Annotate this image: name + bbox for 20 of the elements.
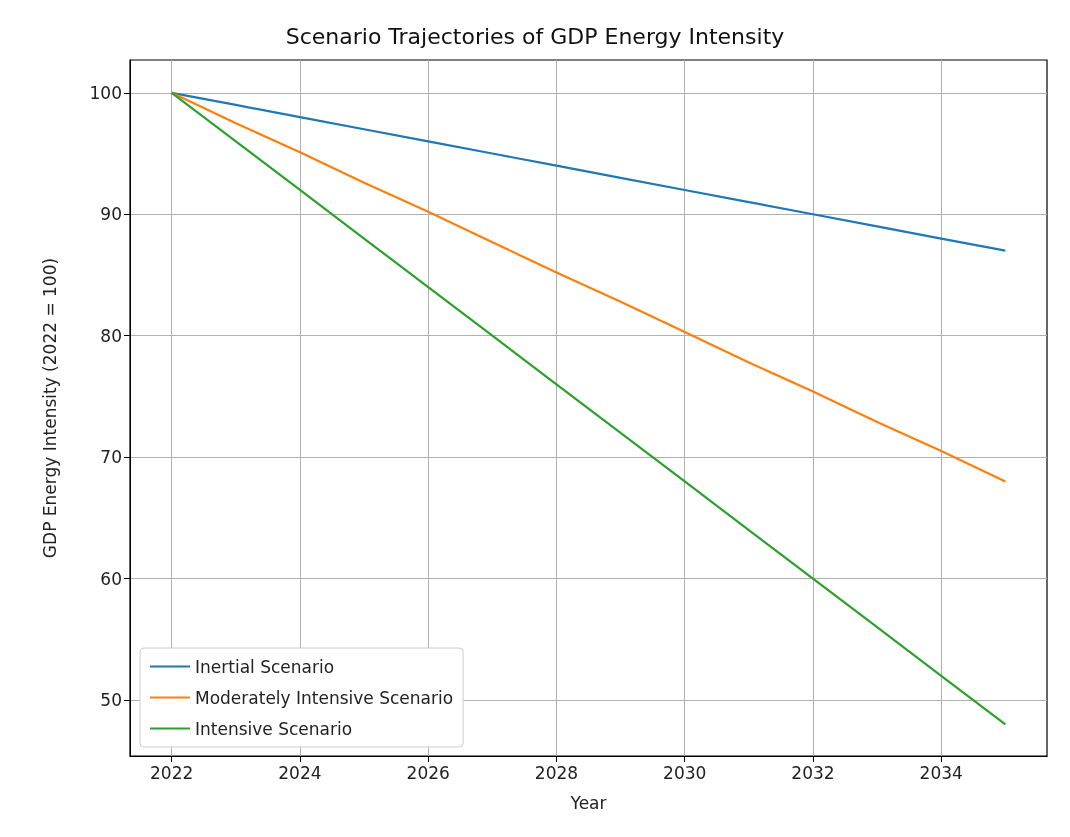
y-tick-label: 60 xyxy=(100,568,122,589)
x-tick-label: 2028 xyxy=(534,762,579,783)
y-tick-label: 50 xyxy=(100,690,122,711)
x-tick-label: 2034 xyxy=(919,762,963,783)
x-tick-label: 2024 xyxy=(278,762,322,783)
x-axis-title: Year xyxy=(569,792,607,813)
chart-title: Scenario Trajectories of GDP Energy Intensity xyxy=(285,23,785,49)
y-tick-label: 70 xyxy=(100,447,122,468)
x-tick-label: 2032 xyxy=(791,762,835,783)
line-series xyxy=(170,91,1007,483)
legend-label: Moderately Intensive Scenario xyxy=(195,687,454,708)
y-tick-label: 90 xyxy=(100,204,122,225)
x-tick-label: 2026 xyxy=(406,762,450,783)
x-tick-label: 2022 xyxy=(150,762,194,783)
legend-label: Inertial Scenario xyxy=(195,656,335,677)
y-tick-label: 80 xyxy=(100,325,122,346)
y-tick-label: 100 xyxy=(89,82,122,103)
legend-label: Intensive Scenario xyxy=(195,718,353,739)
y-axis-title: GDP Energy Intensity (2022 = 100) xyxy=(39,257,60,559)
x-tick-label: 2030 xyxy=(663,762,707,783)
